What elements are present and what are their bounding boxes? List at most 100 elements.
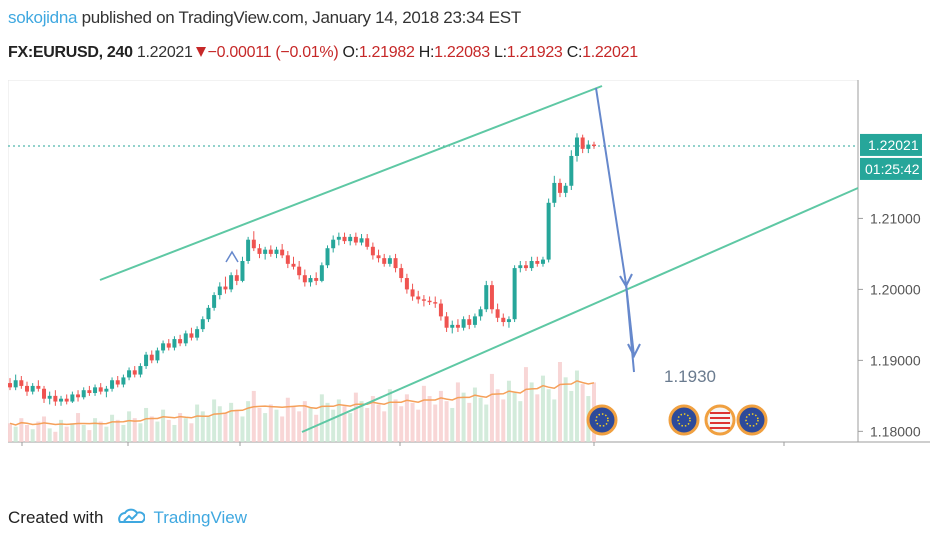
author-link[interactable]: sokojidna [8,8,78,27]
candle-body [393,258,398,269]
candle-body [166,343,171,348]
volume-bar [246,401,251,442]
candle-body [410,289,415,297]
y-tick-label: 1.20000 [870,281,921,297]
candle-body [518,265,523,269]
candle-body [149,354,154,361]
candle-body [302,275,307,283]
candle-body [195,329,200,338]
volume-bar [64,426,69,442]
volume-bar [404,394,409,442]
candle-body [535,261,540,264]
last-price: 1.22021 [136,44,193,61]
volume-bar [416,409,421,442]
volume-bar [336,399,341,442]
candle-body [365,238,370,247]
price-chart[interactable]: 1.21000 1.20000 1.19000 1.18000 1.1930 21 27 20… [7,79,932,467]
tradingview-logo-icon[interactable] [117,508,146,528]
eu-event-icon [668,404,700,436]
volume-bar [93,418,98,442]
volume-bar [387,389,392,442]
volume-bar [25,424,30,442]
candle-body [331,239,336,249]
candle-body [529,261,534,269]
candle-body [36,385,41,389]
candle-body [223,286,228,290]
candle-body [353,236,358,243]
candle-body [540,259,545,264]
volume-bar [540,375,545,442]
volume-bar [370,396,375,442]
volume-bar [325,402,330,442]
volume-bar [314,414,319,442]
projection-arrow-head [627,343,641,359]
volume-bar [382,411,387,442]
candle-body [427,300,432,303]
x-tick-label: 22 [776,451,792,452]
candle-body [433,302,438,304]
volume-bar [280,416,285,442]
volume-bar [200,411,205,442]
footer: Created with TradingView [8,508,247,528]
volume-bar [557,362,562,442]
candle-body [274,249,279,254]
candle-body [370,246,375,256]
candle-body [183,333,188,344]
candle-body [563,185,568,193]
volume-bar [234,409,239,442]
volume-bar [240,416,245,442]
open-label: O: [342,44,360,61]
volume-bar [348,413,353,442]
symbol-label[interactable]: FX:EURUSD, 240 [8,44,133,61]
volume-bar [268,404,273,442]
countdown-box [860,157,922,180]
candle-body [444,316,449,328]
target-annotation: 1.1930 [664,367,716,386]
countdown-label: 01:25:42 [865,161,920,177]
chart-area[interactable]: 1.21000 1.20000 1.19000 1.18000 1.1930 21 27 20… [7,79,932,467]
candle-body [580,137,585,149]
high-label: H: [418,44,435,61]
volume-bar [455,382,460,442]
volume-bar [529,382,534,442]
candle-body [127,370,132,378]
candle-body [325,248,330,266]
candle-body [348,236,353,242]
volume-bar [308,407,313,442]
high-value: 1.22083 [434,44,490,61]
volume-bar [285,397,290,442]
candle-body [512,268,517,320]
candle-body [478,309,483,317]
eu-stars-ring [745,413,759,427]
y-tick-label: 1.18000 [870,423,921,439]
candle-body [64,398,69,402]
channel-upper-line [99,85,603,281]
volume-bar [410,402,415,442]
volume-bar [376,404,381,442]
candle-body [200,319,205,330]
candle-body [13,380,18,388]
volume-bar [302,401,307,442]
volume-bar [353,392,358,442]
candle-body [178,339,183,344]
candle-body [93,387,98,394]
volume-bar [472,387,477,442]
x-tick-label: 8 [396,451,404,452]
us-event-icon [704,404,736,436]
eu-event-icon [586,404,618,436]
volume-bar [8,423,12,442]
candle-body [217,286,222,296]
y-tick-label: 1.19000 [870,352,921,368]
tradingview-brand[interactable]: TradingView [153,508,247,527]
candle-body [297,266,302,276]
candle-body [387,258,392,264]
volume-bar [110,414,115,442]
candle-body [574,137,579,156]
volume-bar [563,377,568,442]
price-change: −0.00011 (−0.01%) [207,44,339,61]
volume-bar [104,426,109,442]
candle-body [399,268,404,279]
candle-body [189,333,194,338]
candle-body [268,249,273,254]
candle-body [87,390,92,394]
